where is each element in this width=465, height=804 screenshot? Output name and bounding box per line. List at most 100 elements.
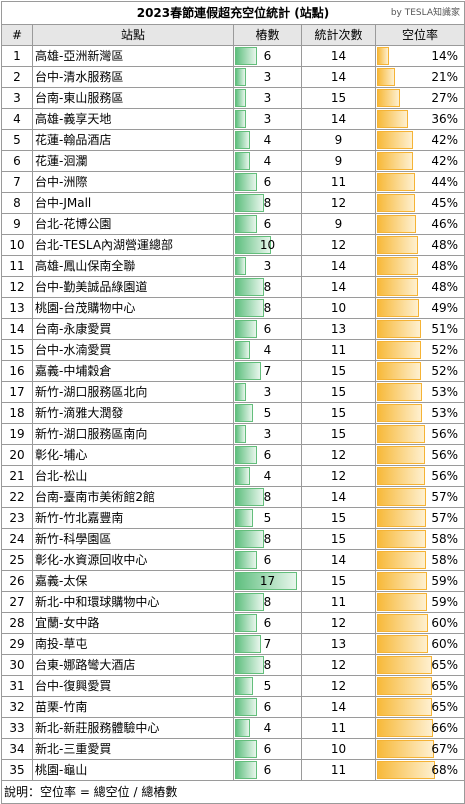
rate-cell: 58% <box>374 549 465 571</box>
note-row: 說明：空位率 = 總空位 / 總樁數 <box>0 780 465 804</box>
row-index: 29 <box>1 633 33 655</box>
stalls-bar <box>235 488 264 506</box>
station-name: 桃園-龜山 <box>32 759 234 781</box>
stalls-bar <box>235 572 297 590</box>
stalls-bar <box>235 467 250 485</box>
rate-value: 48% <box>431 238 459 252</box>
stalls-cell: 6 <box>233 612 302 634</box>
rate-cell: 59% <box>374 591 465 613</box>
rate-cell: 48% <box>374 276 465 298</box>
row-index: 30 <box>1 654 33 676</box>
stalls-bar <box>235 677 253 695</box>
stalls-value: 6 <box>263 175 272 189</box>
rate-value: 60% <box>431 616 459 630</box>
stalls-cell: 5 <box>233 402 302 424</box>
rate-cell: 65% <box>374 696 465 718</box>
table-row: 17 新竹-湖口服務區北向 3 15 53% <box>1 381 465 403</box>
note-text: 說明：空位率 = 總空位 / 總樁數 <box>0 780 465 804</box>
stalls-cell: 8 <box>233 528 302 550</box>
rate-bar <box>377 509 426 527</box>
stalls-value: 17 <box>259 574 276 588</box>
rate-value: 52% <box>431 364 459 378</box>
count-value: 9 <box>301 150 376 172</box>
station-name: 台南-永康愛買 <box>32 318 234 340</box>
table-row: 33 新北-新莊服務體驗中心 4 11 66% <box>1 717 465 739</box>
stalls-value: 8 <box>263 196 272 210</box>
rate-bar <box>377 425 425 443</box>
row-index: 3 <box>1 87 33 109</box>
table-row: 30 台東-娜路彎大酒店 8 12 65% <box>1 654 465 676</box>
stalls-value: 7 <box>263 364 272 378</box>
stalls-cell: 6 <box>233 696 302 718</box>
stalls-value: 8 <box>263 595 272 609</box>
stalls-cell: 7 <box>233 360 302 382</box>
header-rate: 空位率 <box>374 24 465 46</box>
stalls-value: 4 <box>263 469 272 483</box>
row-index: 9 <box>1 213 33 235</box>
stalls-value: 6 <box>263 742 272 756</box>
header-station: 站點 <box>32 24 234 46</box>
row-index: 18 <box>1 402 33 424</box>
stalls-bar <box>235 761 257 779</box>
stalls-bar <box>235 719 250 737</box>
rate-value: 56% <box>431 448 459 462</box>
stalls-bar <box>235 656 264 674</box>
rate-value: 44% <box>431 175 459 189</box>
rate-bar <box>377 89 400 107</box>
stalls-bar <box>235 89 246 107</box>
table-row: 12 台中-勤美誠品綠園道 8 14 48% <box>1 276 465 298</box>
rate-bar <box>377 110 408 128</box>
stalls-value: 4 <box>263 154 272 168</box>
row-index: 1 <box>1 45 33 67</box>
rate-value: 21% <box>431 70 459 84</box>
count-value: 12 <box>301 612 376 634</box>
station-name: 台中-復興愛買 <box>32 675 234 697</box>
rate-bar <box>377 551 426 569</box>
stalls-bar <box>235 509 253 527</box>
stalls-cell: 3 <box>233 108 302 130</box>
stalls-bar <box>235 635 261 653</box>
stalls-bar <box>235 383 246 401</box>
rate-value: 66% <box>431 721 459 735</box>
row-index: 19 <box>1 423 33 445</box>
credit-label: by TESLA知識家 <box>390 8 461 18</box>
station-name: 新竹-湖口服務區南向 <box>32 423 234 445</box>
rate-cell: 45% <box>374 192 465 214</box>
stalls-cell: 4 <box>233 150 302 172</box>
rate-value: 57% <box>431 490 459 504</box>
station-name: 台中-水湳愛買 <box>32 339 234 361</box>
table-row: 7 台中-洲際 6 11 44% <box>1 171 465 193</box>
row-index: 15 <box>1 339 33 361</box>
stalls-cell: 4 <box>233 465 302 487</box>
stalls-cell: 8 <box>233 276 302 298</box>
rate-bar <box>377 530 426 548</box>
stalls-cell: 7 <box>233 633 302 655</box>
stalls-value: 8 <box>263 301 272 315</box>
stalls-bar <box>235 194 264 212</box>
rate-bar <box>377 152 413 170</box>
rate-bar <box>377 194 415 212</box>
rate-value: 65% <box>431 700 459 714</box>
stalls-cell: 5 <box>233 675 302 697</box>
row-index: 11 <box>1 255 33 277</box>
rate-value: 42% <box>431 154 459 168</box>
rate-value: 56% <box>431 469 459 483</box>
station-name: 新北-中和環球購物中心 <box>32 591 234 613</box>
stalls-value: 6 <box>263 763 272 777</box>
stalls-cell: 8 <box>233 297 302 319</box>
stalls-cell: 17 <box>233 570 302 592</box>
rate-value: 51% <box>431 322 459 336</box>
table-row: 8 台中-JMall 8 12 45% <box>1 192 465 214</box>
stalls-bar <box>235 152 250 170</box>
table-row: 32 苗栗-竹南 6 14 65% <box>1 696 465 718</box>
rate-cell: 48% <box>374 255 465 277</box>
stalls-cell: 6 <box>233 171 302 193</box>
stalls-cell: 3 <box>233 255 302 277</box>
rate-cell: 57% <box>374 486 465 508</box>
stalls-value: 3 <box>263 259 272 273</box>
rate-value: 58% <box>431 553 459 567</box>
count-value: 9 <box>301 213 376 235</box>
station-name: 新竹-滴雅大潤發 <box>32 402 234 424</box>
